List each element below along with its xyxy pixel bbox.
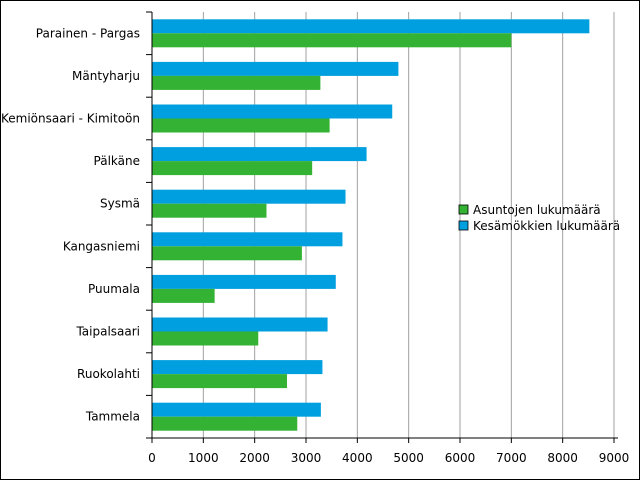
legend-label-1: Kesämökkien lukumäärä [473,219,620,233]
category-label-5: Kangasniemi [63,239,140,253]
x-tick-label-3000: 3000 [291,451,322,465]
legend-label-0: Asuntojen lukumäärä [473,203,601,217]
category-label-4: Sysmä [100,197,140,211]
category-label-3: Pälkäne [94,154,140,168]
x-tick-label-1000: 1000 [188,451,219,465]
category-label-2: Kemiönsaari - Kimitoön [1,112,140,126]
x-tick-label-4000: 4000 [342,451,373,465]
x-tick-label-2000: 2000 [239,451,270,465]
x-tick-label-6000: 6000 [445,451,476,465]
bar-kesamokit-6 [152,274,336,289]
category-label-9: Tammela [85,410,140,424]
bar-kesamokit-7 [152,317,328,332]
x-tick-label-7000: 7000 [496,451,527,465]
bar-kesamokit-1 [152,61,399,76]
x-tick-label-8000: 8000 [547,451,578,465]
category-label-0: Parainen - Pargas [36,26,140,40]
legend-swatch-0 [458,204,469,215]
bar-asunnot-0 [152,33,512,48]
bar-kesamokit-5 [152,232,343,247]
x-tick-label-0: 0 [148,451,156,465]
bar-asunnot-6 [152,288,215,303]
bar-asunnot-9 [152,416,298,431]
x-tick-label-9000: 9000 [599,451,630,465]
bar-kesamokit-3 [152,147,367,162]
bar-kesamokit-0 [152,19,590,34]
bar-kesamokit-2 [152,104,393,119]
category-label-1: Mäntyharju [72,69,140,83]
bar-asunnot-8 [152,374,288,389]
bar-asunnot-5 [152,246,302,261]
category-label-7: Taipalsaari [75,325,140,339]
bar-kesamokit-9 [152,402,321,417]
bar-asunnot-7 [152,331,259,346]
bar-asunnot-4 [152,203,267,218]
legend-swatch-1 [458,220,469,231]
bar-kesamokit-8 [152,360,323,375]
bar-asunnot-1 [152,75,321,90]
category-label-8: Ruokolahti [77,367,140,381]
bar-asunnot-2 [152,118,330,133]
bar-asunnot-3 [152,161,313,176]
x-tick-label-5000: 5000 [393,451,424,465]
category-label-6: Puumala [88,282,140,296]
bar-kesamokit-4 [152,189,346,204]
